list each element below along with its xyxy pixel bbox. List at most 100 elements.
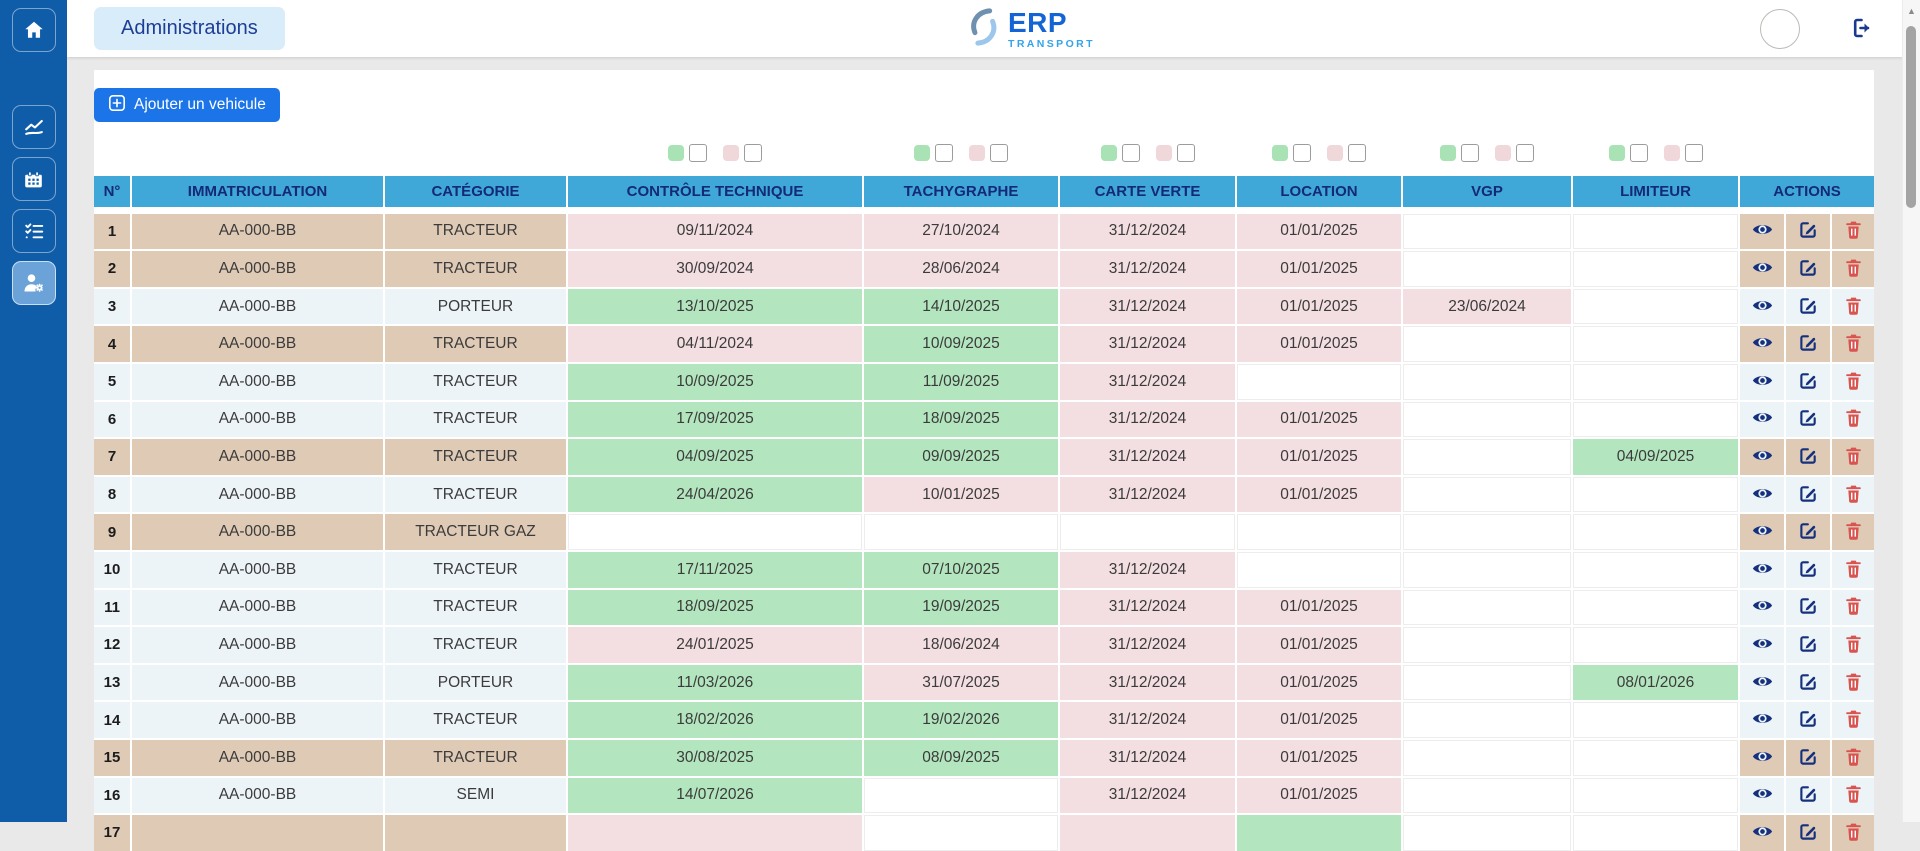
cell-actions bbox=[1786, 664, 1830, 701]
cell-carte-verte: 31/12/2024 bbox=[1060, 664, 1235, 701]
view-button[interactable] bbox=[1752, 674, 1773, 692]
view-button[interactable] bbox=[1752, 598, 1773, 616]
expired-filter-checkbox[interactable] bbox=[990, 144, 1008, 162]
valid-filter-checkbox[interactable] bbox=[935, 144, 953, 162]
cell-limiteur bbox=[1573, 326, 1738, 362]
view-button[interactable] bbox=[1752, 298, 1773, 316]
scrollbar-thumb[interactable] bbox=[1906, 26, 1916, 208]
edit-button[interactable] bbox=[1799, 446, 1818, 468]
delete-button[interactable] bbox=[1845, 258, 1862, 280]
delete-button[interactable] bbox=[1845, 559, 1862, 581]
delete-button[interactable] bbox=[1845, 784, 1862, 806]
eye-icon bbox=[1752, 786, 1773, 804]
valid-filter-pair bbox=[1440, 144, 1479, 162]
delete-button[interactable] bbox=[1845, 596, 1862, 618]
edit-button[interactable] bbox=[1799, 559, 1818, 581]
view-button[interactable] bbox=[1752, 711, 1773, 729]
edit-button[interactable] bbox=[1799, 822, 1818, 844]
cell-actions bbox=[1786, 551, 1830, 588]
edit-button[interactable] bbox=[1799, 596, 1818, 618]
delete-button[interactable] bbox=[1845, 822, 1862, 844]
delete-button[interactable] bbox=[1845, 220, 1862, 242]
cell-categorie bbox=[385, 815, 566, 851]
cell-row-number: 15 bbox=[94, 739, 130, 776]
sidebar-item-tasks[interactable] bbox=[11, 209, 56, 253]
edit-button[interactable] bbox=[1799, 521, 1818, 543]
edit-icon bbox=[1799, 634, 1818, 656]
user-avatar[interactable] bbox=[1760, 9, 1800, 49]
expired-filter-checkbox[interactable] bbox=[1348, 144, 1366, 162]
edit-button[interactable] bbox=[1799, 333, 1818, 355]
view-button[interactable] bbox=[1752, 335, 1773, 353]
cell-carte-verte: 31/12/2024 bbox=[1060, 401, 1235, 438]
administrations-nav-pill[interactable]: Administrations bbox=[94, 7, 285, 50]
cell-row-number: 10 bbox=[94, 551, 130, 588]
valid-filter-pair bbox=[914, 144, 953, 162]
view-button[interactable] bbox=[1752, 260, 1773, 278]
edit-button[interactable] bbox=[1799, 634, 1818, 656]
valid-filter-checkbox[interactable] bbox=[1629, 144, 1648, 162]
view-button[interactable] bbox=[1752, 222, 1773, 240]
cell-actions bbox=[1740, 439, 1784, 475]
cell-actions bbox=[1740, 251, 1784, 287]
view-button[interactable] bbox=[1752, 824, 1773, 842]
expired-filter-checkbox[interactable] bbox=[744, 144, 762, 162]
delete-button[interactable] bbox=[1845, 634, 1862, 656]
valid-filter-checkbox[interactable] bbox=[689, 144, 707, 162]
delete-button[interactable] bbox=[1845, 747, 1862, 769]
expired-filter-checkbox[interactable] bbox=[1516, 144, 1534, 162]
edit-button[interactable] bbox=[1799, 296, 1818, 318]
edit-button[interactable] bbox=[1799, 258, 1818, 280]
expired-filter-checkbox[interactable] bbox=[1176, 144, 1195, 162]
logout-button[interactable] bbox=[1851, 16, 1875, 45]
cell-location bbox=[1237, 363, 1401, 400]
delete-button[interactable] bbox=[1845, 709, 1862, 731]
edit-button[interactable] bbox=[1799, 709, 1818, 731]
view-button[interactable] bbox=[1752, 410, 1773, 428]
eye-icon bbox=[1752, 598, 1773, 616]
sidebar-item-calendar[interactable] bbox=[11, 157, 56, 201]
cell-categorie: TRACTEUR bbox=[385, 363, 566, 400]
eye-icon bbox=[1752, 260, 1773, 278]
edit-button[interactable] bbox=[1799, 220, 1818, 242]
valid-filter-checkbox[interactable] bbox=[1461, 144, 1479, 162]
scroll-up-icon[interactable]: ▲ bbox=[1907, 6, 1916, 16]
edit-button[interactable] bbox=[1799, 408, 1818, 430]
view-button[interactable] bbox=[1752, 486, 1773, 504]
eye-icon bbox=[1752, 448, 1773, 466]
edit-button[interactable] bbox=[1799, 672, 1818, 694]
delete-button[interactable] bbox=[1845, 672, 1862, 694]
add-vehicle-button[interactable]: Ajouter un vehicule bbox=[94, 88, 280, 122]
delete-button[interactable] bbox=[1845, 446, 1862, 468]
delete-button[interactable] bbox=[1845, 408, 1862, 430]
edit-button[interactable] bbox=[1799, 371, 1818, 393]
delete-button[interactable] bbox=[1845, 484, 1862, 506]
cell-actions bbox=[1786, 589, 1830, 626]
delete-button[interactable] bbox=[1845, 296, 1862, 318]
view-button[interactable] bbox=[1752, 786, 1773, 804]
sidebar-item-admin-users[interactable] bbox=[11, 261, 56, 305]
valid-filter-checkbox[interactable] bbox=[1121, 144, 1140, 162]
view-button[interactable] bbox=[1752, 636, 1773, 654]
cell-controle-technique: 04/11/2024 bbox=[568, 326, 862, 362]
cell-carte-verte: 31/12/2024 bbox=[1060, 251, 1235, 287]
view-button[interactable] bbox=[1752, 749, 1773, 767]
delete-button[interactable] bbox=[1845, 521, 1862, 543]
view-button[interactable] bbox=[1752, 373, 1773, 391]
valid-filter-checkbox[interactable] bbox=[1293, 144, 1311, 162]
delete-button[interactable] bbox=[1845, 371, 1862, 393]
edit-icon bbox=[1799, 408, 1818, 430]
view-button[interactable] bbox=[1752, 448, 1773, 466]
vertical-scrollbar[interactable]: ▲ bbox=[1902, 0, 1920, 822]
delete-button[interactable] bbox=[1845, 333, 1862, 355]
sidebar-item-home[interactable] bbox=[11, 8, 56, 52]
edit-button[interactable] bbox=[1799, 784, 1818, 806]
expired-filter-checkbox[interactable] bbox=[1684, 144, 1703, 162]
edit-button[interactable] bbox=[1799, 484, 1818, 506]
cell-actions bbox=[1832, 439, 1874, 475]
view-button[interactable] bbox=[1752, 561, 1773, 579]
sidebar-item-stats[interactable] bbox=[11, 105, 56, 149]
view-button[interactable] bbox=[1752, 523, 1773, 541]
edit-button[interactable] bbox=[1799, 747, 1818, 769]
valid-filter-pair bbox=[1608, 144, 1648, 162]
